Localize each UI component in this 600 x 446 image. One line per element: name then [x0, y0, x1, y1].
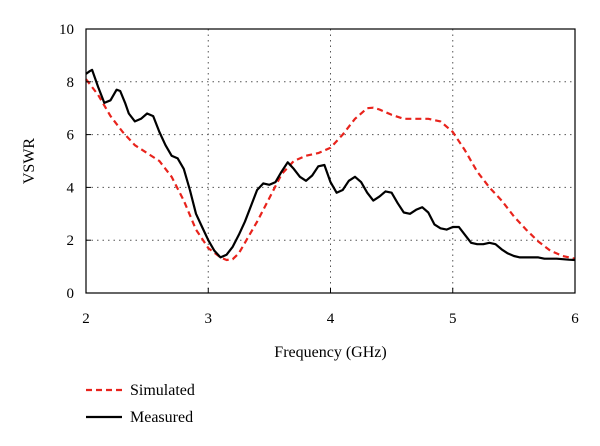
series-line-measured	[85, 68, 576, 262]
x-tick-label: 3	[205, 311, 213, 327]
legend-label-simulated: Simulated	[130, 382, 195, 399]
y-axis-title: VSWR	[21, 138, 38, 185]
y-tick-label: 4	[67, 180, 75, 196]
x-axis-title: Frequency (GHz)	[274, 344, 386, 361]
y-tick-label: 8	[67, 75, 75, 91]
series-line-simulated	[85, 78, 576, 262]
x-tick-label: 6	[571, 311, 579, 327]
series-lines	[85, 68, 576, 262]
legend: Simulated Measured	[86, 382, 195, 426]
y-tick-label: 2	[67, 233, 75, 249]
y-tick-label: 6	[67, 128, 75, 144]
x-tick-label: 2	[82, 311, 90, 327]
x-tick-label: 5	[449, 311, 457, 327]
legend-label-measured: Measured	[130, 409, 193, 426]
x-tick-label: 4	[327, 311, 335, 327]
y-tick-label: 10	[59, 22, 74, 38]
y-tick-label: 0	[67, 286, 75, 302]
